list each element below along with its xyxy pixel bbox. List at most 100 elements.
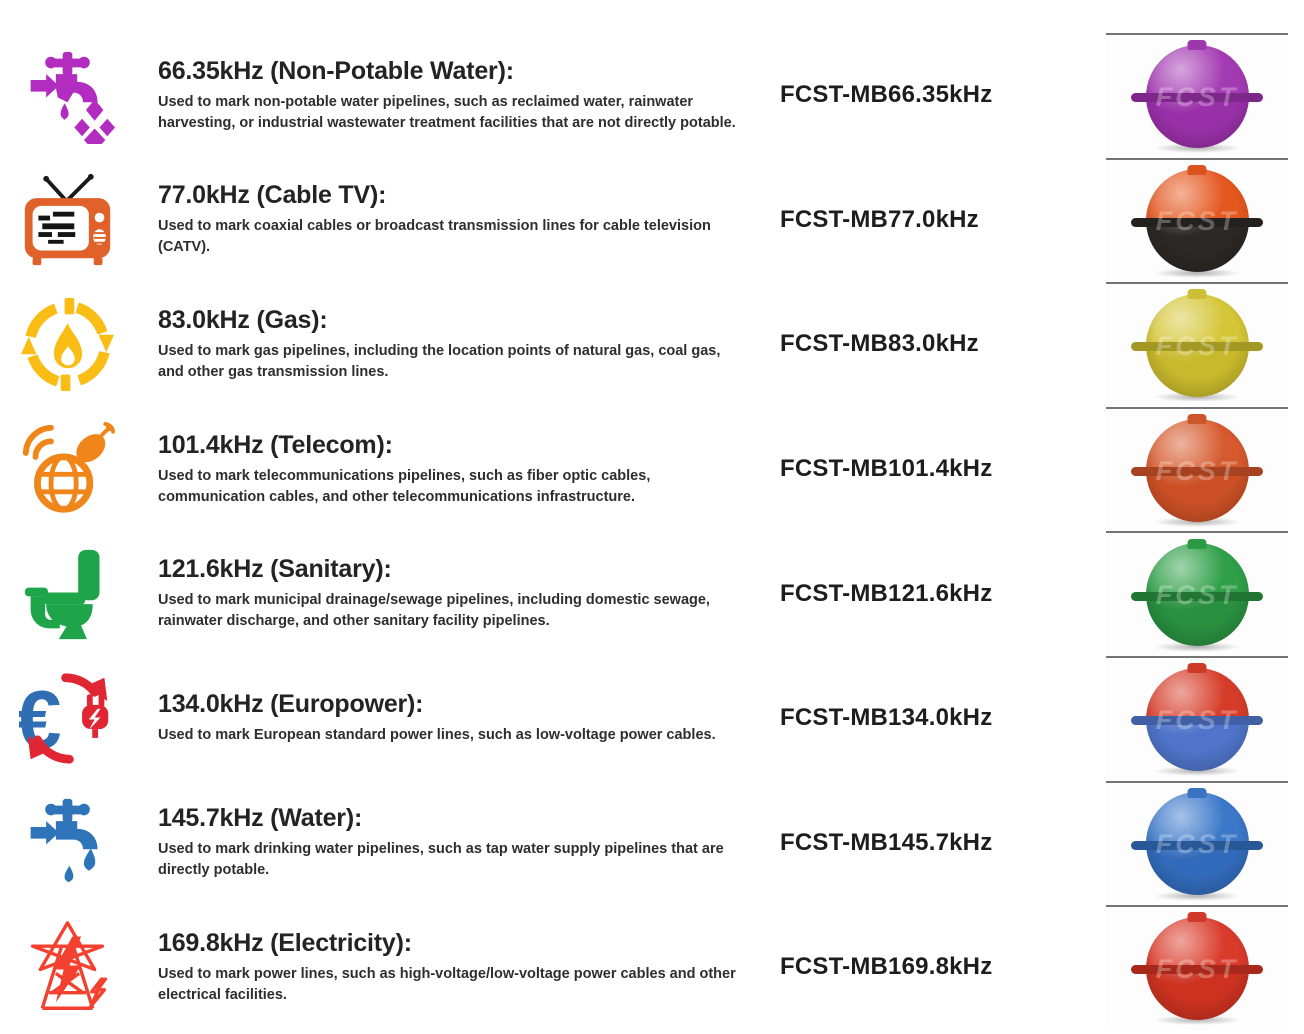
marker-ball-cell: FCST: [1106, 282, 1288, 407]
ball-cap: [1187, 414, 1207, 425]
ball-emboss-label: FCST: [1155, 580, 1239, 611]
row-title: 83.0kHz (Gas):: [158, 305, 328, 334]
row-title: 169.8kHz (Electricity):: [158, 928, 412, 957]
ball-sphere: FCST: [1145, 293, 1249, 397]
model-number: FCST-MB121.6kHz: [780, 579, 993, 607]
row-title: 101.4kHz (Telecom):: [158, 430, 393, 459]
model-number: FCST-MB83.0kHz: [780, 330, 979, 358]
row-icon-cell: [0, 919, 158, 1016]
row-text: 134.0kHz (Europower): Used to mark Europ…: [158, 690, 780, 746]
row-description: Used to mark power lines, such as high-v…: [158, 965, 736, 1003]
ball-flange: [1131, 93, 1263, 103]
marker-ball-cell: FCST: [1106, 406, 1288, 532]
table-row: 121.6kHz (Sanitary): Used to mark munici…: [0, 531, 1304, 656]
row-text: 101.4kHz (Telecom): Used to mark telecom…: [158, 431, 780, 508]
table-row: 66.35kHz (Non-Potable Water): Used to ma…: [0, 33, 1304, 158]
row-title: 77.0kHz (Cable TV):: [158, 181, 387, 210]
marker-ball-cell: FCST: [1106, 531, 1288, 656]
ball-cap: [1187, 289, 1207, 300]
row-title: 66.35kHz (Non-Potable Water):: [158, 56, 514, 85]
ball-flange: [1131, 965, 1263, 975]
row-icon-cell: [0, 296, 158, 393]
row-text: 145.7kHz (Water): Used to mark drinking …: [158, 804, 780, 881]
table-row: € 134.0kHz (Europower): Used to mark Eur…: [0, 655, 1304, 781]
row-description: Used to mark gas pipelines, including th…: [158, 342, 721, 380]
electricity-icon: [30, 921, 107, 1010]
europower-icon: €: [19, 673, 108, 765]
ball-flange: [1131, 591, 1263, 601]
sanitary-icon: [24, 550, 100, 640]
ball-emboss-label: FCST: [1155, 206, 1239, 237]
model-number: FCST-MB101.4kHz: [780, 455, 993, 483]
ball-flange: [1131, 342, 1263, 352]
row-description: Used to mark non-potable water pipelines…: [158, 93, 736, 131]
row-text: 169.8kHz (Electricity): Used to mark pow…: [158, 929, 780, 1006]
ball-emboss-label: FCST: [1155, 331, 1239, 362]
table-row: 145.7kHz (Water): Used to mark drinking …: [0, 780, 1304, 906]
ball-cap: [1187, 912, 1207, 923]
row-description: Used to mark coaxial cables or broadcast…: [158, 218, 711, 256]
marker-ball-cell: FCST: [1106, 905, 1288, 1030]
row-description: Used to mark municipal drainage/sewage p…: [158, 592, 710, 630]
ball-emboss-label: FCST: [1155, 704, 1239, 735]
row-icon-cell: [0, 421, 158, 518]
ball-sphere: FCST: [1145, 792, 1249, 896]
row-icon-cell: [0, 545, 158, 642]
ball-flange: [1131, 716, 1263, 726]
marker-ball-cell: FCST: [1106, 780, 1288, 906]
ball-cap: [1187, 538, 1207, 549]
cable-tv-icon: [24, 174, 110, 266]
row-description: Used to mark telecommunications pipeline…: [158, 467, 651, 505]
table-row: 169.8kHz (Electricity): Used to mark pow…: [0, 905, 1304, 1030]
ball-flange: [1131, 217, 1263, 227]
model-number: FCST-MB77.0kHz: [780, 205, 979, 233]
ball-emboss-label: FCST: [1155, 455, 1239, 486]
ball-emboss-label: FCST: [1155, 829, 1239, 860]
row-text: 83.0kHz (Gas): Used to mark gas pipeline…: [158, 306, 780, 383]
ball-sphere: FCST: [1145, 916, 1249, 1020]
table-row: 77.0kHz (Cable TV): Used to mark coaxial…: [0, 157, 1304, 283]
model-number: FCST-MB134.0kHz: [780, 704, 993, 732]
marker-ball-image: FCST: [1131, 39, 1263, 153]
model-number: FCST-MB169.8kHz: [780, 953, 993, 981]
water-icon: [30, 799, 98, 883]
telecom-icon: [22, 421, 115, 513]
ball-sphere: FCST: [1145, 667, 1249, 771]
ball-sphere: FCST: [1145, 418, 1249, 522]
row-text: 121.6kHz (Sanitary): Used to mark munici…: [158, 555, 780, 632]
marker-ball-image: FCST: [1131, 164, 1263, 278]
ball-emboss-label: FCST: [1155, 81, 1239, 112]
marker-ball-image: FCST: [1131, 911, 1263, 1025]
row-icon-cell: [0, 171, 158, 268]
row-description: Used to mark European standard power lin…: [158, 727, 716, 744]
ball-emboss-label: FCST: [1155, 954, 1239, 985]
non-potable-water-icon: [30, 51, 115, 144]
row-description: Used to mark drinking water pipelines, s…: [158, 841, 724, 879]
ball-sphere: FCST: [1145, 44, 1249, 148]
ball-flange: [1131, 840, 1263, 850]
row-title: 121.6kHz (Sanitary):: [158, 555, 392, 584]
ball-cap: [1187, 40, 1207, 51]
marker-ball-image: FCST: [1131, 413, 1263, 527]
model-number: FCST-MB145.7kHz: [780, 828, 993, 856]
marker-ball-image: FCST: [1131, 288, 1263, 402]
model-number: FCST-MB66.35kHz: [780, 81, 993, 109]
ball-cap: [1187, 787, 1207, 798]
ball-cap: [1187, 663, 1207, 674]
row-icon-cell: €: [0, 670, 158, 767]
ball-sphere: FCST: [1145, 169, 1249, 273]
ball-sphere: FCST: [1145, 543, 1249, 647]
gas-icon: [20, 297, 114, 392]
table-row: 83.0kHz (Gas): Used to mark gas pipeline…: [0, 282, 1304, 407]
row-icon-cell: [0, 47, 158, 144]
ball-cap: [1187, 164, 1207, 175]
ball-flange: [1131, 467, 1263, 477]
row-icon-cell: [0, 794, 158, 891]
marker-ball-cell: FCST: [1106, 33, 1288, 158]
row-title: 145.7kHz (Water):: [158, 804, 363, 833]
marker-ball-image: FCST: [1131, 538, 1263, 652]
marker-ball-cell: FCST: [1106, 157, 1288, 283]
row-text: 66.35kHz (Non-Potable Water): Used to ma…: [158, 57, 780, 134]
marker-ball-image: FCST: [1131, 787, 1263, 901]
